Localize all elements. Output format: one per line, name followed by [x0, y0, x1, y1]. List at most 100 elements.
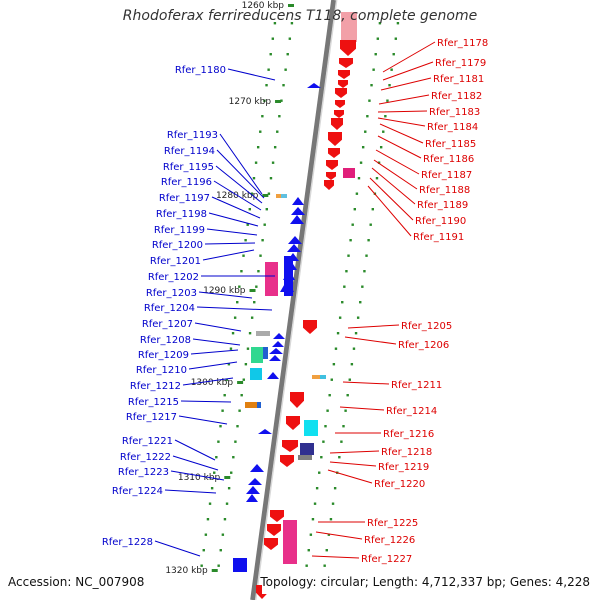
track-dot	[386, 99, 389, 102]
track-dot	[375, 177, 379, 180]
gene-box	[298, 455, 312, 460]
track-dot	[219, 425, 222, 428]
gene-label-rfer-1191: Rfer_1191	[413, 232, 464, 243]
gene-box	[263, 347, 268, 359]
right-label-leader	[329, 450, 380, 454]
reverse-gene-box	[341, 12, 357, 42]
gene-box	[265, 262, 278, 296]
right-label-leader	[367, 185, 412, 237]
right-label-leader	[382, 61, 434, 81]
scale-tick	[211, 569, 218, 572]
track-dot	[288, 37, 292, 40]
track-dot	[374, 53, 377, 56]
forward-gene-arrow	[258, 429, 272, 434]
left-label-leader	[206, 228, 258, 236]
forward-gene-arrow	[292, 197, 304, 205]
left-label-leader	[164, 489, 217, 494]
track-dot	[368, 99, 371, 102]
track-dot	[361, 285, 364, 288]
track-dot	[348, 378, 351, 381]
right-label-leader	[375, 149, 420, 175]
gene-label-rfer-1205: Rfer_1205	[401, 321, 452, 332]
track-dot	[338, 316, 342, 319]
track-dot	[332, 363, 336, 366]
track-dot	[240, 270, 243, 273]
accession-bg	[0, 572, 160, 594]
track-dot	[276, 130, 279, 133]
track-dot	[219, 549, 222, 552]
gene-label-rfer-1197: Rfer_1197	[159, 193, 210, 204]
scale-tick-label: 1280 kbp	[216, 191, 259, 201]
left-label-leader	[192, 338, 241, 346]
gene-label-rfer-1188: Rfer_1188	[419, 185, 470, 196]
gene-box	[320, 375, 326, 379]
reverse-gene-block	[328, 148, 340, 158]
track-dot	[286, 53, 289, 56]
right-label-leader	[311, 555, 360, 559]
right-label-leader	[329, 461, 377, 467]
right-label-leader	[379, 123, 424, 144]
track-dot	[326, 409, 329, 412]
reverse-gene-box	[343, 168, 355, 178]
accession-text: Accession: NC_007908	[8, 575, 145, 589]
track-dot	[215, 456, 218, 459]
track-dot	[370, 84, 373, 87]
track-dot	[250, 192, 254, 195]
gene-label-rfer-1206: Rfer_1206	[398, 340, 449, 351]
right-label-leader	[369, 177, 414, 221]
gene-label-rfer-1181: Rfer_1181	[433, 74, 484, 85]
track-dot	[359, 301, 362, 304]
track-dot	[305, 564, 308, 567]
track-dot	[248, 208, 251, 211]
track-dot	[206, 518, 210, 521]
gene-box	[276, 194, 281, 198]
left-label-leader	[198, 291, 253, 299]
track-dot	[328, 394, 331, 397]
reverse-gene-block	[335, 88, 347, 98]
gene-box	[257, 402, 261, 408]
gene-label-rfer-1218: Rfer_1218	[381, 447, 432, 458]
gene-label-rfer-1185: Rfer_1185	[425, 139, 476, 150]
track-dot	[236, 301, 239, 304]
track-dot	[350, 363, 354, 366]
track-dot	[349, 239, 352, 242]
left-label-leader	[154, 540, 201, 557]
track-dot	[345, 270, 348, 273]
track-dot	[371, 208, 374, 211]
left-label-leader	[227, 68, 276, 81]
left-label-leader	[211, 196, 261, 219]
forward-gene-arrow	[307, 83, 321, 88]
gene-label-rfer-1200: Rfer_1200	[152, 240, 203, 251]
track-dot	[223, 518, 227, 521]
track-dot	[271, 37, 275, 40]
track-dot	[338, 456, 341, 459]
track-dot	[273, 22, 277, 25]
left-label-leader	[170, 470, 225, 481]
track-dot	[217, 440, 220, 443]
reverse-gene-block	[267, 524, 281, 536]
track-dot	[200, 564, 203, 567]
gene-box	[245, 402, 257, 408]
reverse-gene-block	[328, 132, 342, 146]
gene-label-rfer-1194: Rfer_1194	[164, 146, 215, 157]
track-dot	[390, 68, 393, 71]
track-dot	[340, 440, 343, 443]
track-dot	[248, 332, 252, 335]
track-dot	[238, 285, 241, 288]
track-dot	[394, 37, 398, 40]
gene-label-rfer-1221: Rfer_1221	[122, 436, 173, 447]
track-dot	[284, 68, 287, 71]
right-label-leader	[380, 77, 432, 91]
track-dot	[325, 549, 328, 552]
reverse-gene-block	[303, 320, 317, 334]
backbone-line	[250, 0, 337, 600]
forward-gene-arrow	[246, 494, 258, 502]
track-dot	[242, 378, 245, 381]
gene-label-rfer-1220: Rfer_1220	[374, 479, 425, 490]
scale-tick	[262, 194, 269, 197]
right-label-leader	[339, 406, 385, 411]
forward-gene-arrow	[248, 478, 262, 485]
reverse-gene-block	[338, 70, 350, 79]
track-dot	[311, 518, 315, 521]
gene-label-rfer-1212: Rfer_1212	[130, 381, 181, 392]
